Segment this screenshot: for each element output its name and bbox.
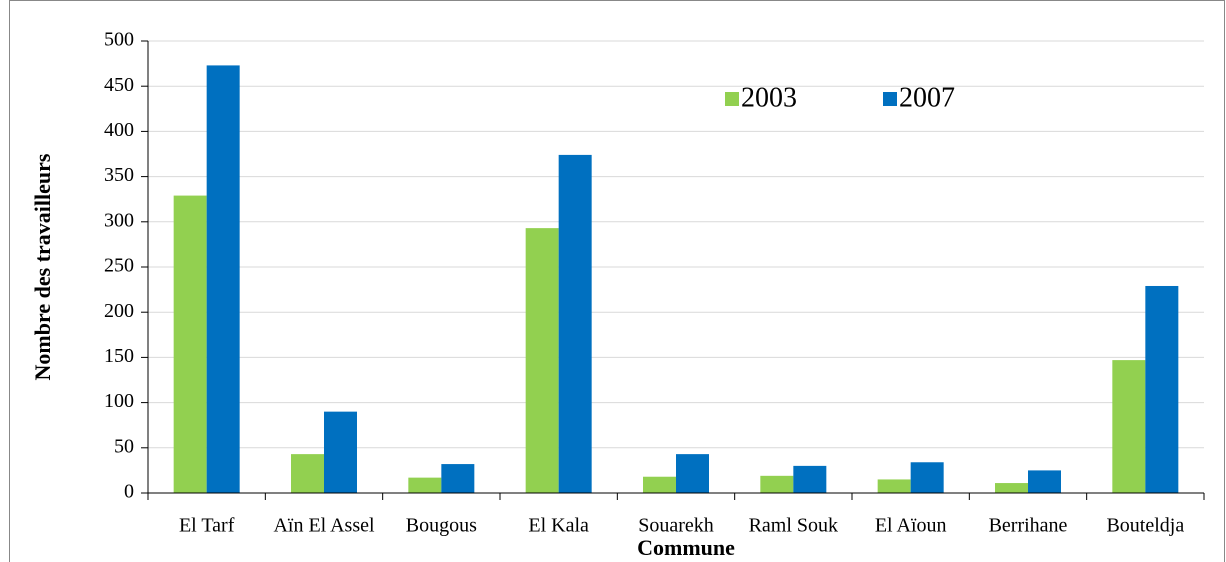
legend-label: 2007 [899,82,955,113]
bar [173,195,207,494]
bar [1145,285,1179,493]
legend-swatch [725,92,739,106]
legend-label: 2003 [741,82,797,113]
y-tick-label: 350 [104,164,134,186]
y-tick-label: 500 [104,29,134,51]
bar [441,464,475,493]
chart-border [9,0,1225,562]
y-tick-label: 300 [104,209,134,231]
bar [558,154,592,494]
bar [408,477,442,493]
bar [910,462,944,493]
bar [995,483,1028,493]
x-tick-label: Raml Souk [749,515,838,537]
bar [291,454,324,493]
bar [1028,470,1061,493]
x-tick-label: El Aïoun [875,515,947,537]
y-tick-label: 250 [104,255,134,277]
y-tick-label: 0 [124,481,134,503]
y-tick-label: 200 [104,300,134,322]
x-tick-label: Souarekh [638,515,714,537]
x-tick-label: Bouteldja [1106,515,1184,537]
bar [877,479,911,493]
bar [760,475,794,493]
y-tick-label: 400 [104,119,134,141]
y-tick-label: 150 [104,345,134,367]
bar [643,476,676,493]
x-tick-label: Aïn El Assel [273,515,375,537]
bar [793,465,827,493]
x-axis-title: Commune [637,535,735,560]
bar [206,65,240,494]
bar [525,228,559,494]
x-tick-label: Bougous [406,515,477,537]
y-axis-title: Nombre des travailleurs [30,153,55,380]
y-tick-label: 100 [104,390,134,412]
legend-swatch [883,92,897,106]
x-tick-label: El Kala [528,515,589,537]
bar [1112,360,1146,493]
y-tick-label: 450 [104,74,134,96]
x-tick-label: El Tarf [179,515,235,537]
bar [676,454,709,493]
x-tick-label: Berrihane [989,515,1068,537]
bar [324,411,357,493]
y-tick-label: 50 [114,435,134,457]
